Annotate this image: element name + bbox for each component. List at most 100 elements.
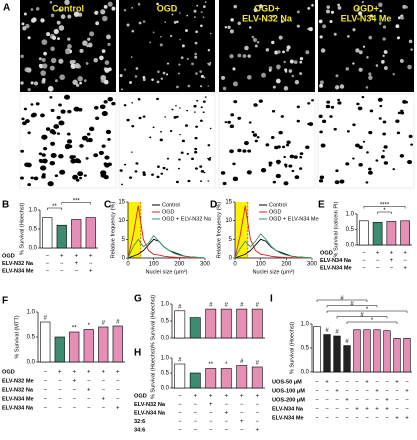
- bar: [373, 329, 381, 373]
- nucleus: [272, 14, 275, 18]
- treatment-sign: −: [87, 406, 91, 412]
- treatment-sign: −: [116, 379, 120, 385]
- nucleus: [79, 81, 82, 85]
- nucleus: [82, 40, 88, 46]
- y-tick-label: 0: [229, 256, 233, 262]
- nucleus: [43, 51, 47, 56]
- nucleus: [232, 67, 236, 71]
- nucleus: [378, 22, 382, 25]
- nucleus: [382, 25, 387, 29]
- nucleus-mask: [404, 100, 409, 104]
- nucleus: [246, 75, 252, 80]
- nucleus-mask: [160, 172, 164, 175]
- treatment-sign: −: [335, 416, 339, 422]
- nucleus: [194, 52, 198, 56]
- nucleus-mask: [85, 157, 89, 160]
- nucleus-mask: [224, 121, 228, 124]
- nucleus: [271, 40, 275, 45]
- bar: [174, 310, 186, 339]
- nucleus: [181, 44, 185, 48]
- nucleus: [392, 73, 395, 76]
- treatment-sign: +: [87, 370, 91, 376]
- legend-label: Control: [162, 202, 180, 208]
- nucleus: [347, 35, 350, 38]
- nucleus: [121, 88, 123, 91]
- nucleus-mask: [396, 131, 401, 135]
- nucleus-mask: [222, 181, 227, 186]
- nucleus-mask: [358, 145, 363, 150]
- treatment-sign: −: [255, 402, 259, 408]
- nucleus: [178, 63, 181, 66]
- nucleus-mask: [101, 111, 108, 117]
- nucleus: [23, 12, 27, 16]
- nucleus-mask: [278, 130, 283, 135]
- treatment-sign: −: [345, 380, 349, 386]
- treatment-sign: +: [74, 261, 78, 267]
- nucleus: [399, 58, 404, 63]
- nucleus-mask: [268, 161, 273, 165]
- treatment-sign: −: [193, 428, 197, 434]
- nucleus: [383, 50, 388, 54]
- nucleus-mask: [202, 111, 205, 114]
- nucleus-mask: [27, 131, 31, 135]
- nucleus: [99, 55, 104, 61]
- nucleus-mask: [59, 169, 66, 175]
- nucleus: [229, 29, 234, 34]
- treatment-sign: −: [355, 416, 359, 422]
- treatment-sign: −: [224, 428, 228, 434]
- significance: #: [178, 358, 182, 364]
- nucleus: [207, 85, 210, 87]
- panel-letter: D: [210, 200, 217, 211]
- nucleus-mask: [26, 162, 32, 168]
- bar: [98, 326, 109, 363]
- nucleus: [272, 85, 276, 89]
- nucleus: [89, 31, 95, 37]
- treatment-sign: +: [385, 398, 389, 404]
- nucleus-mask: [93, 105, 99, 110]
- nucleus: [318, 19, 323, 24]
- y-tick-label: 15: [118, 200, 125, 206]
- nucleus: [186, 57, 189, 60]
- row-label: ELV-N34 Na: [2, 405, 34, 411]
- nucleus: [93, 58, 98, 63]
- segmentation: [218, 93, 316, 189]
- bar: [323, 334, 331, 373]
- nucleus-mask: [379, 104, 383, 108]
- nucleus-mask: [40, 113, 45, 118]
- nucleus: [268, 68, 272, 72]
- nucleus-mask: [209, 127, 212, 130]
- nucleus-mask: [119, 169, 123, 172]
- nucleus: [286, 45, 291, 50]
- nucleus: [25, 23, 30, 29]
- nucleus: [345, 67, 350, 71]
- nucleus-mask: [383, 145, 388, 149]
- legend-label: OGD + ELV-N32 Na: [162, 216, 212, 222]
- nucleus: [46, 32, 51, 37]
- bar: [220, 368, 232, 389]
- nucleus: [319, 80, 324, 85]
- nucleus-mask: [42, 173, 46, 177]
- treatment-sign: −: [43, 370, 47, 376]
- significance: #: [102, 321, 106, 327]
- nucleus-mask: [326, 100, 331, 104]
- nucleus: [42, 63, 48, 69]
- nucleus: [49, 65, 55, 71]
- x-tick-label: 200: [174, 262, 185, 268]
- nucleus: [330, 10, 335, 14]
- treatment-sign: −: [193, 411, 197, 417]
- nucleus-mask: [75, 178, 80, 182]
- y-tick-label: 1.0: [29, 208, 38, 214]
- nucleus: [286, 48, 290, 52]
- bracket-label: *: [371, 318, 374, 324]
- nucleus: [138, 21, 142, 25]
- nucleus: [54, 79, 58, 83]
- nucleus-mask: [284, 163, 288, 167]
- nucleus: [156, 80, 160, 84]
- nucleus: [67, 37, 71, 41]
- nucleus: [123, 8, 127, 12]
- y-tick-label: 0.5: [346, 227, 355, 233]
- nucleus-mask: [203, 171, 206, 174]
- bar: [42, 217, 53, 249]
- nucleus-mask: [95, 116, 100, 121]
- nucleus-mask: [377, 97, 383, 102]
